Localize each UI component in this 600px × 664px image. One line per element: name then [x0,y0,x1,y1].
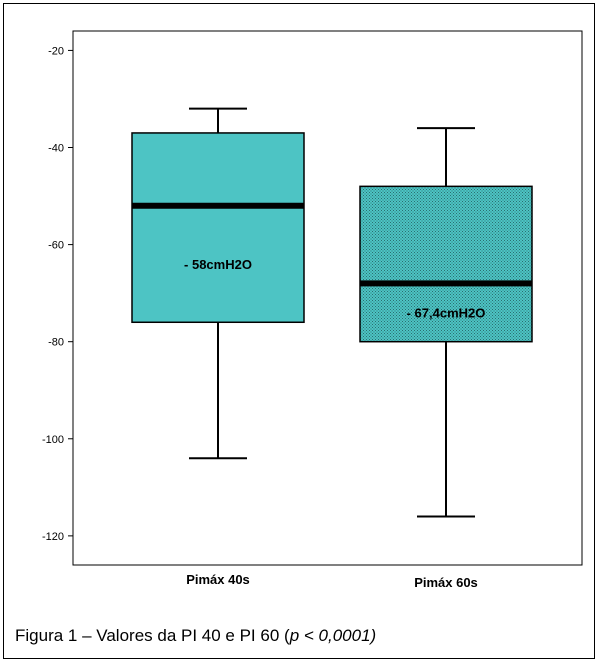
y-tick-label: -60 [48,240,64,252]
y-tick-label: -80 [48,337,64,349]
x-axis-labels: Pimáx 40s Pimáx 60s [186,572,478,590]
caption-p-value: < 0,0001) [299,626,377,645]
y-tick-label: -100 [42,434,64,446]
y-tick-label: -40 [48,143,64,155]
y-axis: -20 -40 -60 -80 -100 -120 [42,45,73,543]
x-category-label: Pimáx 60s [414,575,478,590]
box-iqr [131,132,305,324]
x-category-label: Pimáx 40s [186,572,250,587]
caption-prefix: Figura 1 – Valores da PI 40 e PI 60 ( [15,626,290,645]
box-2: - 67,4cmH2O [359,127,533,518]
boxes-group: - 58cmH2O - 67,4cmH2O [131,107,533,518]
y-tick-label: -20 [48,45,64,57]
box-iqr [359,185,533,343]
figure-caption: Figura 1 – Valores da PI 40 e PI 60 (p <… [15,626,376,646]
box-value-label: - 58cmH2O [184,257,252,272]
caption-p-symbol: p [289,626,300,645]
box-value-label: - 67,4cmH2O [407,306,486,321]
y-tick-label: -120 [42,531,64,543]
box-1: - 58cmH2O [131,107,305,460]
